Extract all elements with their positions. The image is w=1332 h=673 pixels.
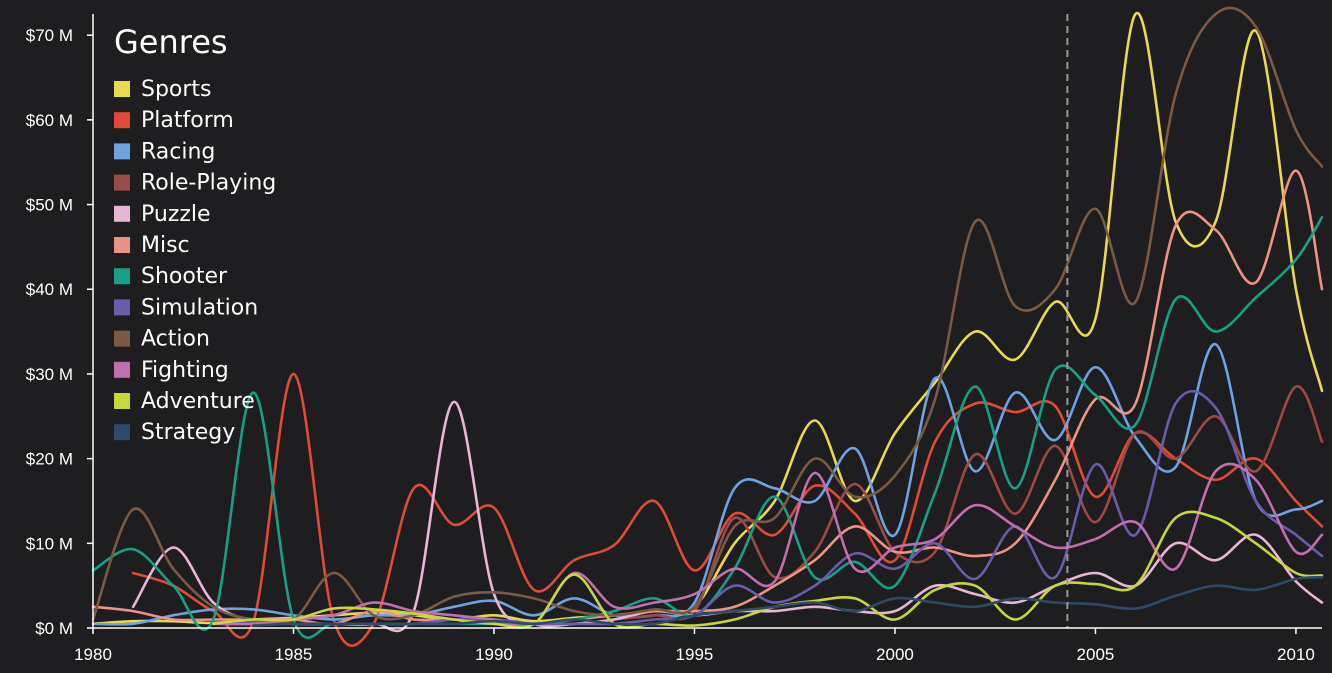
series-line-role-playing xyxy=(332,385,1324,626)
legend-label: Puzzle xyxy=(141,202,211,227)
legend-swatch xyxy=(114,81,130,97)
legend-title: Genres xyxy=(114,23,228,61)
legend-item-misc: Misc xyxy=(114,233,190,258)
legend-swatch xyxy=(114,299,130,316)
y-tick-label: $10 M xyxy=(26,534,73,553)
legend-item-action: Action xyxy=(114,327,210,352)
x-tick-label: 1990 xyxy=(475,645,513,664)
y-tick-label: $70 M xyxy=(26,26,73,45)
y-tick-label: $40 M xyxy=(26,280,73,299)
legend-swatch xyxy=(114,174,130,191)
x-tick-label: 2000 xyxy=(876,645,914,664)
series-line-action xyxy=(91,6,1324,625)
legend-item-shooter: Shooter xyxy=(114,264,228,289)
y-tick-label: $0 M xyxy=(35,619,73,638)
legend-item-racing: Racing xyxy=(114,139,215,164)
legend-label: Action xyxy=(141,327,210,352)
legend-swatch xyxy=(114,268,130,285)
legend: Genres Sports Platform Racing Role-Playing P… xyxy=(114,23,276,445)
legend-label: Platform xyxy=(141,108,234,133)
legend-label: Adventure xyxy=(141,389,255,414)
y-axis-ticks: $0 M $10 M $20 M $30 M $40 M $50 M $60 M $70 M xyxy=(26,26,93,638)
series-line-racing xyxy=(91,343,1324,626)
y-tick-label: $60 M xyxy=(26,111,73,130)
legend-swatch xyxy=(114,205,130,222)
series-line-fighting xyxy=(212,462,1324,628)
legend-item-platform: Platform xyxy=(114,108,234,133)
legend-label: Racing xyxy=(141,139,215,164)
legend-swatch xyxy=(114,143,130,160)
legend-item-role-playing: Role-Playing xyxy=(114,171,276,196)
y-tick-label: $30 M xyxy=(26,365,73,384)
x-axis-ticks: 1980 1985 1990 1995 2000 2005 2010 xyxy=(74,628,1315,664)
x-tick-label: 2010 xyxy=(1277,645,1315,664)
legend-label: Sports xyxy=(141,77,212,102)
series-line-strategy xyxy=(252,575,1324,627)
legend-label: Shooter xyxy=(141,264,228,289)
legend-swatch xyxy=(114,112,130,129)
legend-item-sports: Sports xyxy=(114,77,212,102)
legend-label: Misc xyxy=(141,233,190,258)
legend-label: Fighting xyxy=(141,358,229,383)
y-tick-label: $50 M xyxy=(26,196,73,215)
axes: $0 M$10 M$20 M$30 M$40 M$50 M$60 M$70 M … xyxy=(26,14,1322,664)
series-lines xyxy=(91,6,1324,647)
legend-swatch xyxy=(114,393,130,409)
legend-item-simulation: Simulation xyxy=(114,295,258,320)
legend-label: Role-Playing xyxy=(141,171,276,196)
legend-item-adventure: Adventure xyxy=(114,389,255,414)
legend-swatch xyxy=(114,330,130,347)
legend-item-fighting: Fighting xyxy=(114,358,229,383)
x-tick-label: 1995 xyxy=(676,645,714,664)
legend-swatch xyxy=(114,424,130,441)
legend-label: Simulation xyxy=(141,295,258,320)
x-tick-label: 1980 xyxy=(74,645,112,664)
x-tick-label: 1985 xyxy=(275,645,313,664)
y-tick-label: $20 M xyxy=(26,450,73,469)
legend-swatch xyxy=(114,361,130,378)
legend-swatch xyxy=(114,237,130,253)
series-line-platform xyxy=(131,372,1324,647)
x-tick-label: 2005 xyxy=(1077,645,1115,664)
legend-label: Strategy xyxy=(141,420,235,445)
legend-items: Sports Platform Racing Role-Playing Puzzle Mi… xyxy=(114,77,276,445)
series-line-shooter xyxy=(91,216,1324,639)
legend-item-strategy: Strategy xyxy=(114,420,235,445)
legend-item-puzzle: Puzzle xyxy=(114,202,211,227)
